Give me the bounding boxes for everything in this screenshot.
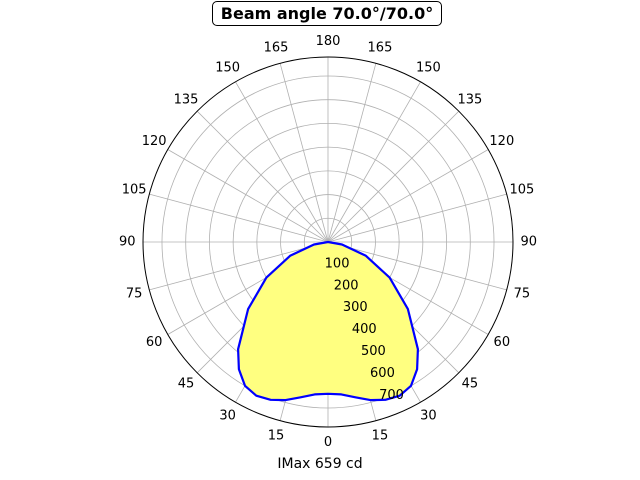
- angle-tick-label: 90: [119, 235, 136, 250]
- angle-tick-label: 15: [372, 428, 389, 443]
- angle-tick-label: 75: [126, 286, 143, 301]
- angle-gridline: [167, 149, 329, 243]
- angle-gridline: [149, 241, 329, 291]
- x-axis-label: IMax 659 cd: [277, 456, 363, 472]
- angle-gridline: [279, 63, 329, 243]
- angle-tick-label: 120: [142, 134, 167, 149]
- angle-tick-label: 60: [494, 335, 511, 350]
- angle-gridline: [327, 149, 489, 243]
- angle-tick-label: 150: [215, 61, 240, 76]
- chart-title: Beam angle 70.0°/70.0°: [212, 1, 442, 26]
- radial-tick-label: 600: [370, 366, 395, 381]
- angle-tick-label: 105: [122, 183, 147, 198]
- angle-tick-label: 90: [520, 235, 537, 250]
- polar-outer-circle: [142, 56, 514, 428]
- angle-gridline: [327, 193, 507, 243]
- angle-gridline: [327, 110, 460, 243]
- angle-tick-label: 60: [146, 335, 163, 350]
- angle-tick-label: 105: [509, 183, 534, 198]
- intensity-line: [237, 240, 419, 402]
- angle-tick-label: 30: [219, 408, 236, 423]
- angle-tick-label: 45: [178, 376, 195, 391]
- radial-tick-label: 100: [325, 256, 350, 271]
- angle-tick-label: 120: [489, 134, 514, 149]
- angle-tick-label: 75: [514, 286, 531, 301]
- angle-gridline: [235, 81, 329, 243]
- angle-tick-label: 165: [368, 41, 393, 56]
- angle-gridline: [196, 110, 329, 243]
- intensity-curve-layer: [237, 240, 419, 402]
- radial-gridline: [161, 75, 495, 409]
- angle-gridline: [327, 81, 421, 243]
- angle-tick-label: 150: [416, 61, 441, 76]
- polar-frame: [142, 56, 514, 428]
- angle-gridline: [327, 63, 377, 243]
- radial-tick-label: 300: [343, 300, 368, 315]
- radial-tick-label: 500: [361, 344, 386, 359]
- angle-tick-label: 0: [324, 435, 332, 450]
- angle-tick-label: 180: [316, 34, 341, 49]
- radial-tick-label: 200: [334, 278, 359, 293]
- angle-tick-label: 165: [264, 41, 289, 56]
- radial-tick-label: 700: [379, 388, 404, 403]
- angle-tick-label: 45: [462, 376, 479, 391]
- tick-labels: 0 15 30 45 60 75 90 105 120 135 150 165 180 165 150 135…: [119, 34, 537, 450]
- angle-tick-label: 135: [174, 93, 199, 108]
- radial-tick-label: 400: [352, 322, 377, 337]
- angle-tick-label: 30: [420, 408, 437, 423]
- angle-tick-label: 135: [458, 93, 483, 108]
- intensity-fill: [238, 242, 418, 401]
- angle-gridline: [149, 193, 329, 243]
- angle-tick-label: 15: [268, 428, 285, 443]
- angle-gridline: [327, 241, 507, 291]
